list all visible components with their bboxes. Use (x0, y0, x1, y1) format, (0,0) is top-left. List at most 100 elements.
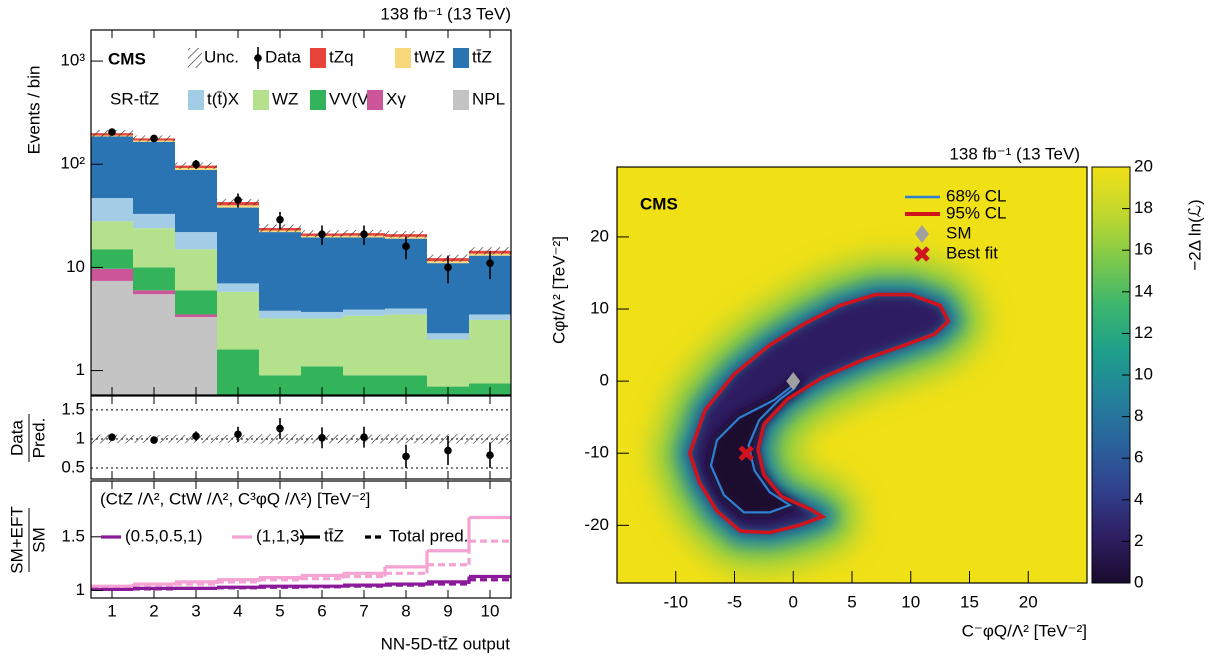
data-point (234, 196, 242, 204)
y-axis-label: Cφt/Λ² [TeV⁻²] (549, 236, 568, 344)
data-point (360, 433, 368, 442)
x-tick-label: 10 (481, 601, 500, 620)
colorbar-tick-label: 16 (1134, 240, 1153, 259)
stack-segment (343, 309, 385, 316)
stack-segment (427, 339, 469, 387)
marker-cross (914, 246, 930, 262)
stack-segment (259, 310, 301, 319)
colorbar-tick-label: 0 (1134, 572, 1143, 591)
colorbar-tick-label: 8 (1134, 406, 1143, 425)
data-point (234, 430, 242, 439)
x-tick-label: 0 (789, 592, 798, 611)
data-point (318, 433, 326, 442)
stack-segment (385, 308, 427, 315)
stack-segment (175, 232, 217, 250)
data-point (150, 134, 158, 143)
y-tick-label: 10² (60, 154, 85, 173)
y-tick-label: 0 (600, 371, 609, 390)
legend-label: 95% CL (946, 203, 1006, 222)
y-axis-label: Events / bin (24, 66, 43, 155)
legend-swatch (310, 48, 326, 68)
stack-segment (217, 207, 259, 284)
data-point (360, 230, 368, 238)
data-point (402, 452, 410, 461)
x-tick-label: 5 (847, 592, 856, 611)
stack-segment (175, 314, 217, 318)
y-tick-label: -10 (584, 443, 609, 462)
stack-segment (175, 167, 217, 170)
lumi-label: 138 fb⁻¹ (13 TeV) (380, 4, 511, 23)
data-point (444, 263, 452, 272)
cms-label: CMS (640, 194, 678, 213)
stack-segment (259, 375, 301, 395)
y-tick-label: 1.5 (61, 526, 85, 545)
y-tick-label: 10³ (60, 51, 85, 70)
legend-label: Xγ (386, 89, 406, 108)
y-tick-label: -20 (584, 515, 609, 534)
legend-label: tWZ (414, 47, 445, 66)
x-tick-label: 2 (149, 601, 158, 620)
stack-segment (175, 290, 217, 315)
legend-label: tt̄Z (324, 526, 344, 545)
marker-cross (738, 445, 755, 461)
y-axis-label: Data (7, 420, 26, 456)
legend-swatch (188, 90, 204, 110)
colorbar-tick-label: 4 (1134, 489, 1143, 508)
legend-label: Unc. (204, 47, 239, 66)
data-point (486, 259, 494, 267)
stack-segment (301, 318, 343, 367)
data-point (276, 424, 284, 433)
data-point (192, 432, 200, 440)
axes-frame (90, 29, 512, 396)
stack-segment (343, 315, 385, 376)
stack-segment (175, 317, 217, 395)
stack-segment (133, 213, 175, 229)
y-tick-label: 0.5 (61, 457, 85, 476)
axes-frame (90, 395, 512, 480)
legend-swatch (367, 90, 383, 110)
uncertainty-band (385, 230, 427, 238)
x-tick-label: 3 (191, 601, 200, 620)
legend-swatch (453, 48, 469, 68)
legend-label: WZ (272, 89, 298, 108)
legend-label: t(t̄)X (207, 89, 239, 108)
panel-header: (CtZ /Λ², CtW /Λ², C³φQ /Λ²) [TeV⁻²] (100, 489, 370, 508)
legend-label: Data (265, 47, 301, 66)
stack-segment (91, 221, 133, 250)
y-tick-label: 1 (76, 360, 85, 379)
legend-label: Best fit (946, 243, 998, 262)
legend-swatch (453, 90, 469, 110)
x-tick-label: 8 (401, 601, 410, 620)
colorbar-tick-label: 10 (1134, 364, 1153, 383)
y-axis-label: SM (29, 527, 48, 553)
y-tick-label: 10 (66, 257, 85, 276)
region-label: SR-tt̄Z (110, 89, 159, 108)
ratio-uncertainty (385, 434, 427, 444)
y-tick-label: 1.5 (61, 399, 85, 418)
marker-diamond (786, 372, 801, 391)
stack-segment (91, 280, 133, 395)
stack-segment (469, 319, 511, 384)
stack-segment (343, 237, 385, 310)
colorbar-tick-label: 14 (1134, 281, 1153, 300)
y-axis-label: SM+EFT (7, 506, 26, 574)
contour-line (709, 379, 801, 514)
colorbar-tick-label: 2 (1134, 531, 1143, 550)
legend-label: (1,1,3) (256, 526, 305, 545)
ratio-uncertainty (469, 434, 511, 444)
legend-label: 68% CL (946, 186, 1006, 205)
contour-line (688, 292, 951, 535)
x-tick-label: 4 (233, 601, 242, 620)
stack-segment (259, 318, 301, 376)
x-tick-label: 9 (443, 601, 452, 620)
stack-segment (427, 333, 469, 340)
stack-segment (175, 169, 217, 233)
legend-label: tt̄Z (472, 47, 492, 66)
stack-segment (133, 294, 175, 395)
x-axis-label: C⁻φQ/Λ² [TeV⁻²] (962, 621, 1087, 640)
stack-segment (133, 290, 175, 295)
legend-swatch (253, 90, 269, 110)
data-point (276, 215, 284, 224)
data-point (486, 451, 494, 460)
x-tick-label: -5 (727, 592, 742, 611)
